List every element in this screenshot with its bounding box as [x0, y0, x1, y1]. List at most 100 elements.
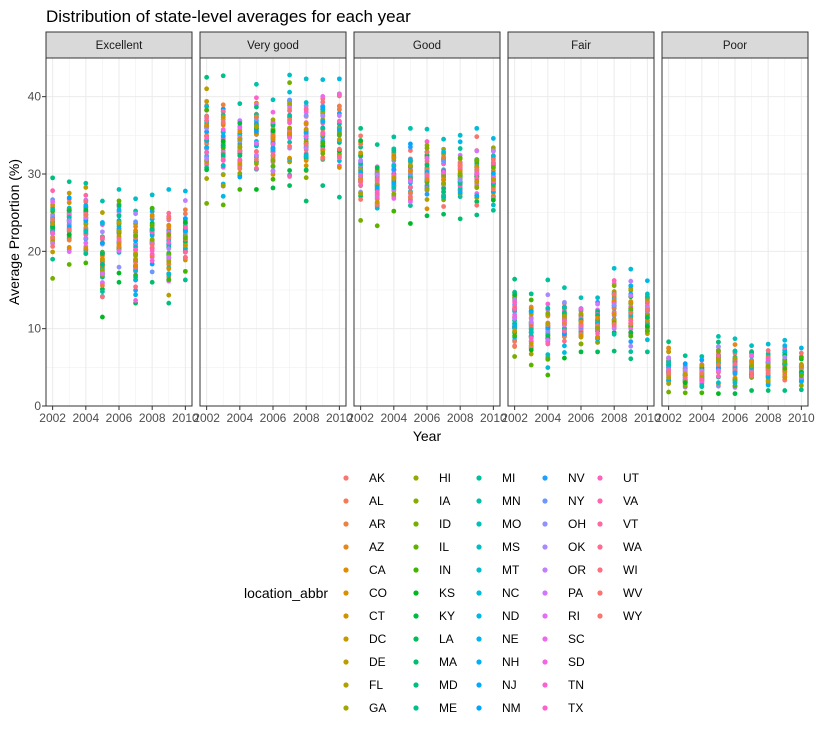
data-point — [562, 343, 567, 349]
legend-item-ak: AK — [343, 471, 385, 485]
data-point — [628, 343, 634, 349]
data-point — [133, 253, 138, 258]
panel-grid — [354, 58, 500, 407]
data-point — [424, 191, 430, 197]
x-tick-label: 2010 — [788, 411, 815, 425]
data-point — [374, 176, 380, 182]
data-point — [374, 223, 380, 229]
data-point — [358, 125, 364, 131]
data-point — [682, 371, 688, 377]
legend-item-ny: NY — [542, 494, 585, 508]
data-point — [204, 118, 210, 123]
data-point — [303, 107, 309, 113]
data-point — [391, 148, 397, 154]
legend-key — [597, 521, 603, 527]
data-point — [490, 157, 496, 163]
data-point — [408, 194, 413, 199]
data-point — [182, 243, 188, 248]
data-point — [237, 148, 243, 153]
legend-key — [476, 705, 482, 711]
data-point — [254, 149, 259, 155]
data-point — [562, 338, 567, 344]
legend-item-pa: PA — [542, 586, 583, 600]
data-point — [50, 244, 56, 249]
data-point — [336, 113, 342, 119]
facet-strip-label: Fair — [571, 40, 591, 52]
data-point — [699, 357, 705, 363]
data-point — [204, 200, 210, 206]
x-tick-label: 2008 — [447, 411, 474, 425]
data-point — [320, 156, 326, 161]
x-tick-label: 2002 — [193, 411, 220, 425]
data-point — [391, 180, 397, 186]
data-point — [457, 171, 463, 177]
data-point — [562, 320, 567, 326]
data-point — [66, 227, 72, 233]
data-point — [782, 337, 788, 343]
data-point — [254, 81, 259, 87]
x-tick-label: 2006 — [106, 411, 133, 425]
data-point — [732, 336, 738, 342]
legend-label: ID — [439, 517, 451, 531]
data-point — [765, 364, 771, 369]
data-point — [545, 341, 551, 347]
data-point — [512, 312, 518, 318]
data-point — [166, 210, 172, 216]
data-point — [166, 246, 172, 252]
data-point — [100, 235, 105, 241]
data-point — [182, 225, 188, 230]
data-point — [204, 123, 210, 129]
data-point — [562, 350, 567, 355]
data-point — [204, 107, 210, 113]
legend-label: RI — [568, 609, 580, 623]
data-point — [220, 152, 226, 158]
data-point — [644, 307, 650, 313]
legend-item-tx: TX — [542, 701, 583, 715]
legend-item-md: MD — [413, 678, 458, 692]
legend-label: MN — [502, 494, 521, 508]
data-point — [220, 163, 226, 169]
data-point — [457, 177, 463, 183]
data-point — [682, 380, 688, 386]
data-point — [765, 356, 771, 362]
data-point — [287, 112, 292, 118]
data-point — [166, 259, 172, 264]
data-point — [287, 131, 292, 137]
data-point — [457, 132, 463, 138]
data-point — [682, 368, 688, 373]
data-point — [100, 261, 105, 267]
data-point — [287, 168, 292, 173]
data-point — [666, 349, 672, 355]
data-point — [716, 348, 721, 354]
data-point — [358, 158, 364, 163]
data-point — [490, 170, 496, 176]
data-point — [66, 249, 72, 255]
legend-item-nm: NM — [476, 701, 521, 715]
data-point — [149, 251, 155, 257]
data-point — [562, 313, 567, 319]
data-point — [83, 235, 89, 241]
facet-panel-poor: Poor 2002 2004 2006 2008 2010 — [655, 31, 815, 425]
legend-label: CO — [369, 586, 387, 600]
data-point — [50, 217, 56, 222]
legend-item-il: IL — [413, 540, 449, 554]
data-point — [699, 374, 705, 379]
data-point — [320, 183, 326, 189]
data-point — [528, 319, 534, 325]
data-point — [50, 175, 56, 181]
data-point — [578, 341, 584, 347]
data-point — [391, 155, 397, 161]
data-point — [628, 293, 634, 299]
data-point — [716, 373, 721, 379]
legend-key — [343, 567, 349, 573]
data-point — [644, 278, 650, 284]
data-point — [578, 319, 584, 325]
data-point — [595, 325, 600, 331]
data-point — [182, 198, 188, 203]
legend-key — [413, 636, 419, 642]
data-point — [457, 181, 463, 186]
data-point — [166, 216, 172, 221]
data-point — [474, 185, 480, 191]
x-tick-label: 2010 — [480, 411, 507, 425]
data-point — [254, 152, 259, 158]
